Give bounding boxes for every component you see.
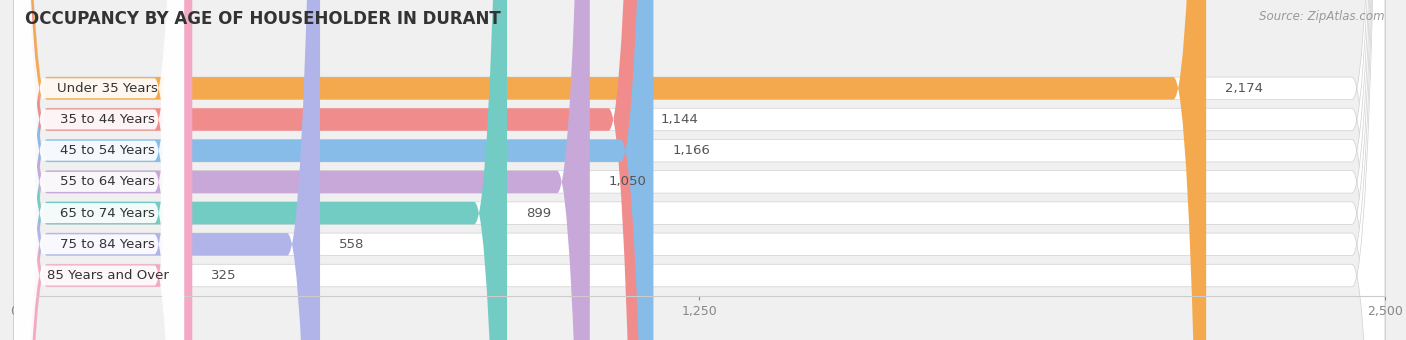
FancyBboxPatch shape	[14, 0, 321, 340]
FancyBboxPatch shape	[14, 0, 193, 340]
Text: 899: 899	[526, 207, 551, 220]
Text: 35 to 44 Years: 35 to 44 Years	[60, 113, 155, 126]
FancyBboxPatch shape	[14, 0, 184, 340]
FancyBboxPatch shape	[14, 0, 184, 340]
FancyBboxPatch shape	[14, 0, 1385, 340]
Text: 2,174: 2,174	[1226, 82, 1264, 95]
Text: 85 Years and Over: 85 Years and Over	[46, 269, 169, 282]
Text: 558: 558	[339, 238, 364, 251]
Text: Under 35 Years: Under 35 Years	[58, 82, 157, 95]
FancyBboxPatch shape	[14, 0, 184, 340]
Text: OCCUPANCY BY AGE OF HOUSEHOLDER IN DURANT: OCCUPANCY BY AGE OF HOUSEHOLDER IN DURAN…	[25, 10, 501, 28]
FancyBboxPatch shape	[14, 0, 1206, 340]
FancyBboxPatch shape	[14, 0, 184, 340]
Text: 1,166: 1,166	[672, 144, 710, 157]
Text: 65 to 74 Years: 65 to 74 Years	[60, 207, 155, 220]
Text: Source: ZipAtlas.com: Source: ZipAtlas.com	[1260, 10, 1385, 23]
Text: 1,050: 1,050	[609, 175, 647, 188]
Text: 45 to 54 Years: 45 to 54 Years	[60, 144, 155, 157]
FancyBboxPatch shape	[14, 0, 1385, 340]
Text: 55 to 64 Years: 55 to 64 Years	[60, 175, 155, 188]
FancyBboxPatch shape	[14, 0, 184, 340]
FancyBboxPatch shape	[14, 0, 1385, 340]
FancyBboxPatch shape	[14, 0, 1385, 340]
Text: 75 to 84 Years: 75 to 84 Years	[60, 238, 155, 251]
FancyBboxPatch shape	[14, 0, 184, 340]
Text: 325: 325	[211, 269, 238, 282]
Text: 1,144: 1,144	[661, 113, 699, 126]
FancyBboxPatch shape	[14, 0, 654, 340]
FancyBboxPatch shape	[14, 0, 1385, 340]
FancyBboxPatch shape	[14, 0, 184, 340]
FancyBboxPatch shape	[14, 0, 591, 340]
FancyBboxPatch shape	[14, 0, 508, 340]
FancyBboxPatch shape	[14, 0, 641, 340]
FancyBboxPatch shape	[14, 0, 1385, 340]
FancyBboxPatch shape	[14, 0, 1385, 340]
